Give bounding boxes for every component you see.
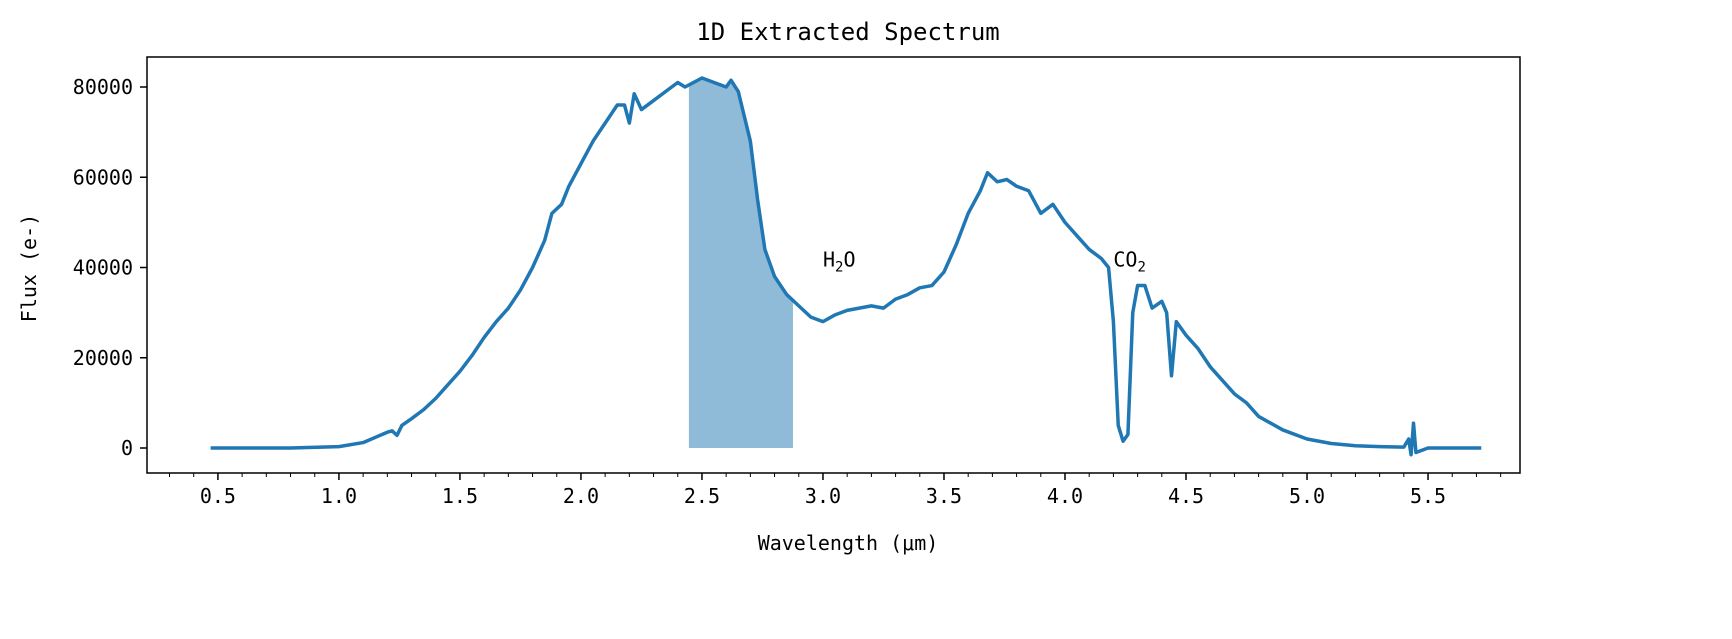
annotation-label: CO2 [1113, 247, 1146, 275]
x-tick-label: 4.0 [1047, 484, 1083, 508]
x-tick-label: 5.5 [1410, 484, 1446, 508]
spectrum-line [210, 76, 1482, 457]
shaded-region [688, 77, 793, 449]
y-axis-label: Flux (e-) [17, 214, 41, 322]
x-tick-label: 3.0 [805, 484, 841, 508]
x-tick-label: 1.5 [442, 484, 478, 508]
x-tick-label: 2.0 [563, 484, 599, 508]
y-tick-label: 60000 [73, 165, 133, 189]
annotation-label: H2O [823, 247, 856, 275]
x-tick-label: 5.0 [1289, 484, 1325, 508]
x-tick-label: 3.5 [926, 484, 962, 508]
x-axis-label: Wavelength (μm) [758, 531, 939, 555]
y-tick-label: 20000 [73, 346, 133, 370]
y-tick-label: 40000 [73, 256, 133, 280]
x-tick-label: 4.5 [1168, 484, 1204, 508]
y-tick-label: 0 [121, 436, 133, 460]
x-tick-label: 2.5 [684, 484, 720, 508]
y-tick-label: 80000 [73, 75, 133, 99]
x-tick-label: 0.5 [200, 484, 236, 508]
plot-area [210, 76, 1482, 457]
axes-frame [146, 56, 1521, 474]
x-tick-label: 1.0 [321, 484, 357, 508]
chart-title: 1D Extracted Spectrum [696, 18, 999, 46]
